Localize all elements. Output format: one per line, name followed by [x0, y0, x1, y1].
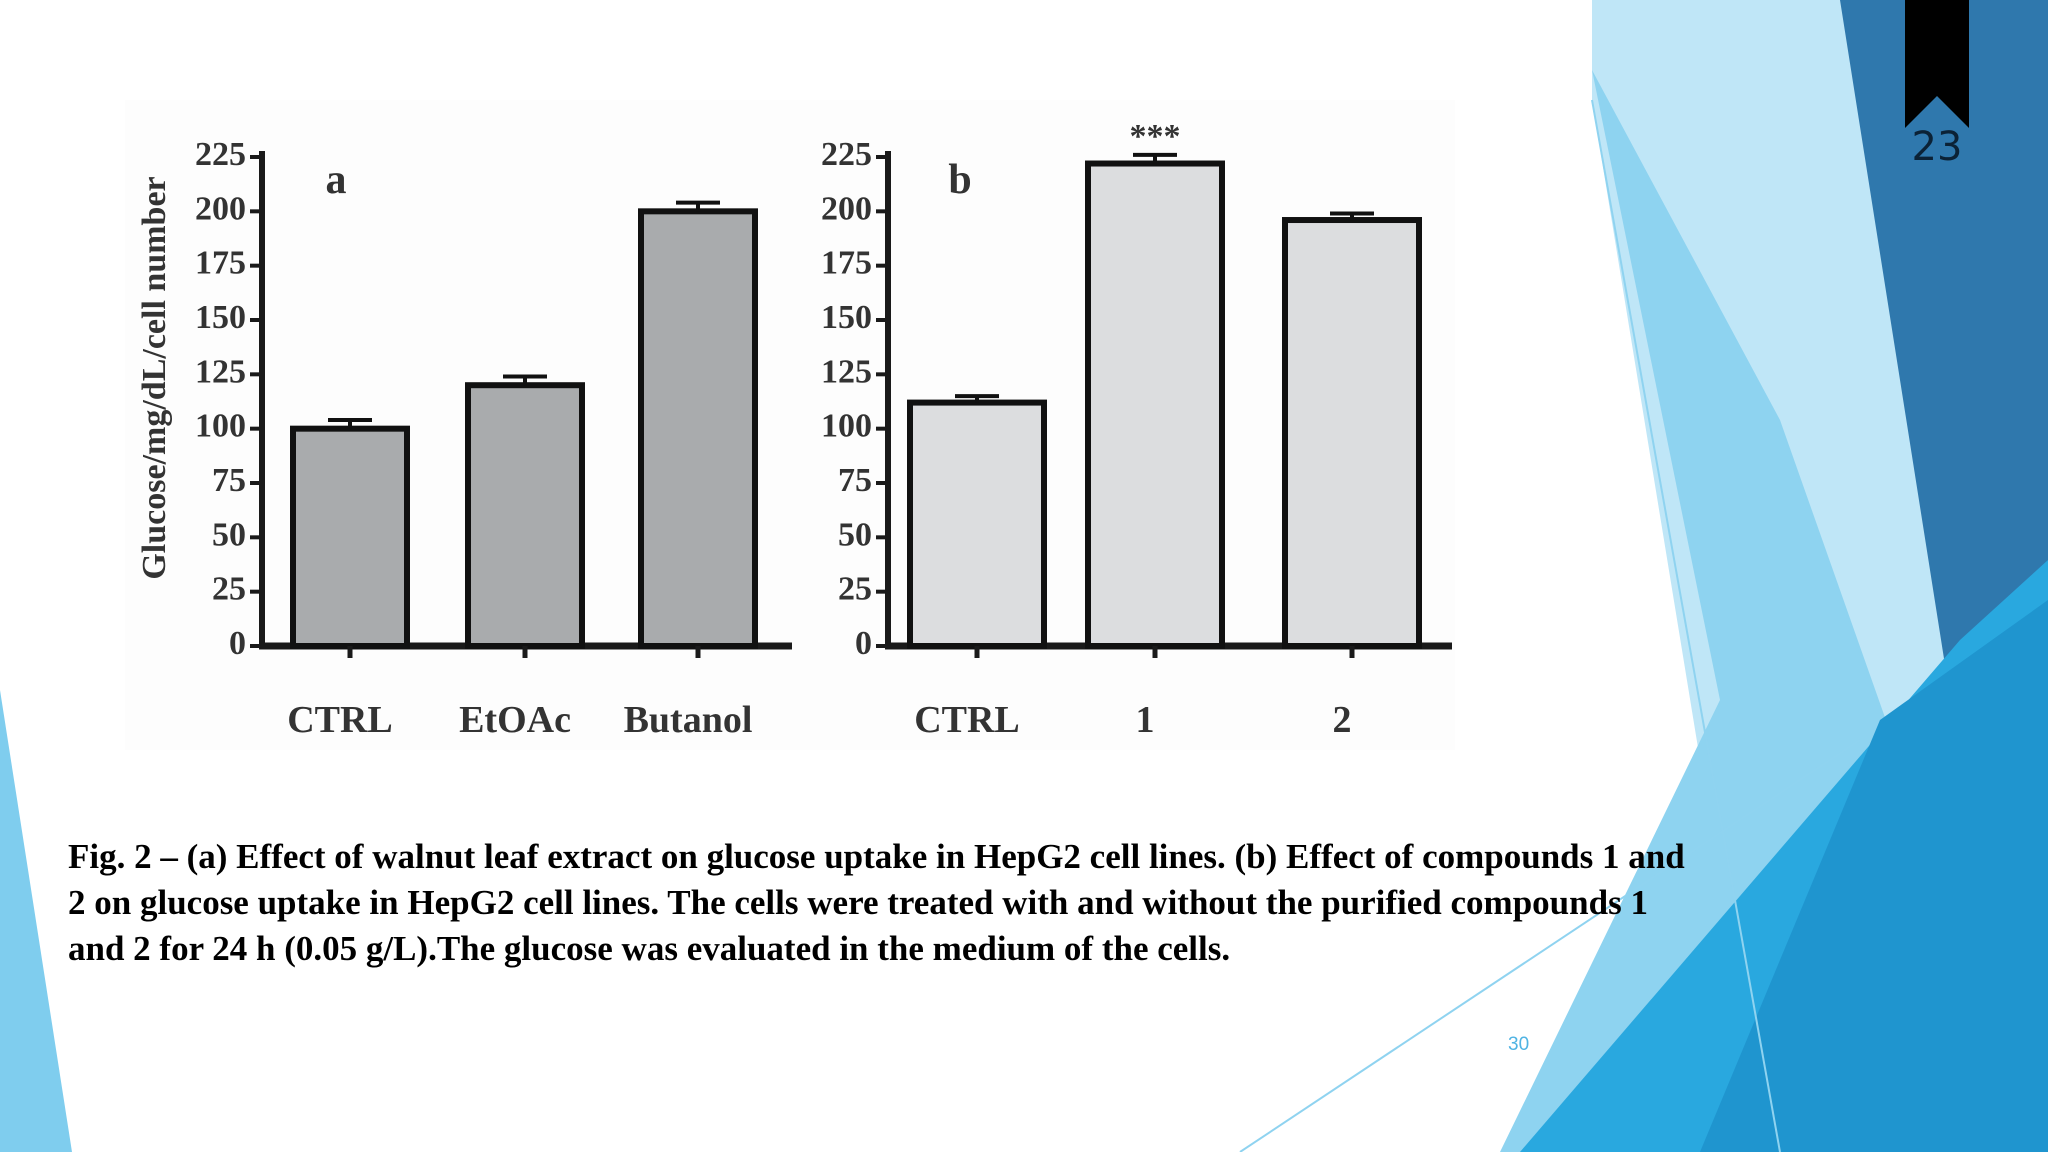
- left-accent-shape: [0, 690, 72, 1152]
- y-tick-label: 100: [195, 408, 246, 445]
- y-tick-label: 25: [212, 571, 246, 608]
- chart-panel-b: 0 25 50 75 100 125 150 175 200 225 b CTRL *** 1 2: [821, 118, 1452, 741]
- bar: [1282, 217, 1422, 649]
- y-tick-label: 100: [821, 408, 872, 445]
- y-tick-label: 125: [821, 353, 872, 390]
- bookmark-icon: [1905, 0, 1969, 128]
- x-tick-label: 1: [1136, 699, 1155, 741]
- x-tick-label: CTRL: [914, 699, 1020, 741]
- y-tick-label: 150: [821, 299, 872, 336]
- x-tick-label: CTRL: [287, 699, 393, 741]
- panel-label: b: [948, 157, 971, 203]
- bar: [1085, 160, 1225, 650]
- y-tick-label: 225: [821, 136, 872, 173]
- y-tick-label: 200: [821, 190, 872, 227]
- bar: [907, 399, 1047, 649]
- y-axis-label: Glucose/mg/dL/cell number: [136, 176, 173, 579]
- panel-label: a: [326, 157, 347, 203]
- y-tick-label: 50: [212, 516, 246, 553]
- x-tick-label: EtOAc: [459, 699, 571, 741]
- y-tick-label: 125: [195, 353, 246, 390]
- decor-line-2: [1239, 739, 1861, 1152]
- right-panel-shade: [1700, 600, 2048, 1152]
- significance-annotation: ***: [1130, 118, 1181, 155]
- y-tick-label: 175: [821, 245, 872, 282]
- bar: [465, 382, 585, 649]
- y-tick-label: 75: [212, 462, 246, 499]
- y-tick-label: 150: [195, 299, 246, 336]
- y-tick-label: 200: [195, 190, 246, 227]
- y-tick-label: 0: [229, 625, 246, 662]
- bar: [290, 425, 410, 649]
- y-tick-label: 50: [838, 516, 872, 553]
- y-tick-label: 175: [195, 245, 246, 282]
- bar: [638, 208, 758, 649]
- figure-caption: Fig. 2 – (a) Effect of walnut leaf extra…: [68, 837, 1685, 968]
- chart-panel-a: 0 25 50 75 100 125 150 175 200 225 a CTRL EtOAc Butan…: [195, 136, 792, 741]
- slide-number: 30: [1508, 1034, 1530, 1055]
- x-tick-label: 2: [1333, 699, 1352, 741]
- y-tick-label: 25: [838, 571, 872, 608]
- y-tick-label: 225: [195, 136, 246, 173]
- y-tick-label: 0: [855, 625, 872, 662]
- y-tick-label: 75: [838, 462, 872, 499]
- decor-line-1: [1591, 99, 1781, 1152]
- x-tick-label: Butanol: [624, 699, 753, 741]
- slide-badge-number: 23: [1911, 124, 1963, 170]
